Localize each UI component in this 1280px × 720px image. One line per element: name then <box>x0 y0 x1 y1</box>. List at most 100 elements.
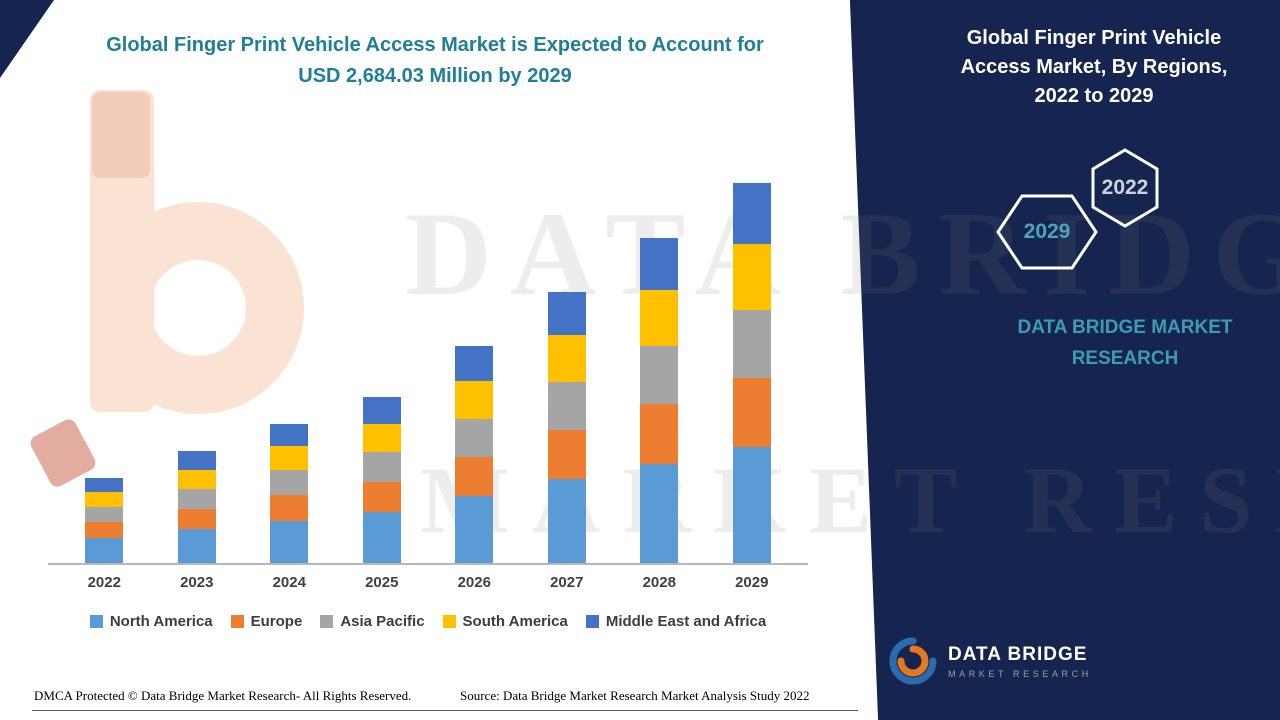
bar-stack-2022 <box>85 478 124 563</box>
legend-label: Asia Pacific <box>340 613 425 630</box>
bar-2027 <box>521 291 614 563</box>
bar-segment-south-america <box>270 446 309 471</box>
bar-segment-middle-east-and-africa <box>177 451 216 470</box>
bar-2026 <box>428 345 521 563</box>
bar-stack-2028 <box>640 238 679 563</box>
company-logo-text: DATA BRIDGE MARKET RESEARCH <box>948 644 1092 679</box>
legend-item-middle-east-and-africa: Middle East and Africa <box>585 613 767 630</box>
bar-segment-south-america <box>177 469 216 489</box>
x-axis-label-2024: 2024 <box>272 574 306 591</box>
bar-segment-south-america <box>85 492 124 508</box>
hexagon-2029-label: 2029 <box>1023 220 1071 243</box>
bar-segment-asia-pacific <box>270 470 309 496</box>
bar-segment-north-america <box>362 512 401 563</box>
bar-stack-2029 <box>732 183 771 563</box>
bar-segment-north-america <box>177 529 216 563</box>
legend-swatch-icon <box>230 615 244 628</box>
bar-segment-europe <box>547 429 586 480</box>
bar-segment-middle-east-and-africa <box>547 291 586 336</box>
chart-plot-area <box>48 183 808 565</box>
company-logo-title: DATA BRIDGE <box>948 643 1088 665</box>
chart-title-line1: Global Finger Print Vehicle Access Marke… <box>106 34 764 56</box>
bar-segment-north-america <box>547 479 586 563</box>
bar-2028 <box>613 238 706 563</box>
footer-dmca-text: DMCA Protected © Data Bridge Market Rese… <box>34 688 412 703</box>
bar-segment-europe <box>85 521 124 538</box>
bar-segment-north-america <box>270 520 309 563</box>
bar-segment-asia-pacific <box>732 309 771 378</box>
legend-label: South America <box>462 613 568 630</box>
legend-label: Europe <box>250 613 303 630</box>
x-axis-label-2029: 2029 <box>735 574 769 591</box>
bar-segment-asia-pacific <box>640 346 679 405</box>
bar-segment-south-america <box>455 381 494 419</box>
x-axis-label-2023: 2023 <box>180 574 214 591</box>
bar-segment-north-america <box>732 446 771 563</box>
bar-stack-2025 <box>362 396 401 563</box>
bar-2029 <box>706 183 799 563</box>
bar-segment-europe <box>732 377 771 447</box>
legend-swatch-icon <box>442 615 456 628</box>
bar-2022 <box>58 478 151 563</box>
x-axis-label-2027: 2027 <box>550 574 584 591</box>
legend-item-south-america: South America <box>442 613 568 630</box>
bar-2024 <box>243 423 336 563</box>
bar-stack-2026 <box>455 345 494 563</box>
company-logo: DATA BRIDGE MARKET RESEARCH <box>888 636 1092 686</box>
bar-segment-south-america <box>732 243 771 310</box>
hexagon-2022-outline-icon <box>1091 148 1159 228</box>
legend-swatch-icon <box>320 615 334 628</box>
legend-swatch-icon <box>585 615 599 628</box>
bar-segment-europe <box>362 481 401 513</box>
bar-segment-asia-pacific <box>455 418 494 457</box>
bar-segment-europe <box>455 456 494 497</box>
bar-2023 <box>151 451 244 563</box>
bar-segment-middle-east-and-africa <box>455 345 494 382</box>
legend-item-europe: Europe <box>230 613 303 630</box>
chart-legend: North America Europe Asia Pacific South Ame… <box>48 613 808 630</box>
x-axis-label-2026: 2026 <box>457 574 491 591</box>
legend-item-asia-pacific: Asia Pacific <box>320 613 425 630</box>
bar-segment-asia-pacific <box>85 507 124 522</box>
footer-divider-line <box>32 710 858 711</box>
bar-stack-2024 <box>270 423 309 563</box>
legend-label: North America <box>109 613 213 630</box>
data-bridge-logo-icon <box>889 637 937 685</box>
bar-segment-asia-pacific <box>177 488 216 509</box>
chart-title: Global Finger Print Vehicle Access Marke… <box>40 30 830 92</box>
bar-segment-asia-pacific <box>362 451 401 482</box>
bar-2025 <box>336 396 429 563</box>
bar-segment-middle-east-and-africa <box>85 478 124 493</box>
bar-segment-north-america <box>640 463 679 563</box>
x-axis-label-2022: 2022 <box>87 574 121 591</box>
hexagon-2029: 2029 <box>995 194 1099 270</box>
bar-segment-south-america <box>547 335 586 382</box>
watermark-logo-cap <box>92 92 150 178</box>
bar-segment-middle-east-and-africa <box>732 183 771 244</box>
bar-segment-middle-east-and-africa <box>640 238 679 291</box>
hexagon-2022: 2022 <box>1090 148 1160 228</box>
stacked-bar-chart: 2022 2023 2024 2025 2026 2027 2028 2029 North A… <box>48 183 808 630</box>
bar-segment-europe <box>177 508 216 530</box>
bar-segment-europe <box>270 495 309 521</box>
x-axis-labels: 2022 2023 2024 2025 2026 2027 2028 2029 <box>48 574 808 591</box>
bar-stack-2023 <box>177 451 216 563</box>
legend-item-north-america: North America <box>89 613 213 630</box>
legend-swatch-icon <box>89 615 103 628</box>
bar-segment-north-america <box>85 537 124 563</box>
hexagon-2029-outline-icon <box>996 194 1098 270</box>
bar-segment-asia-pacific <box>547 381 586 430</box>
chart-title-line2: USD 2,684.03 Million by 2029 <box>298 65 572 87</box>
x-axis-label-2028: 2028 <box>642 574 676 591</box>
bar-stack-2027 <box>547 291 586 563</box>
brand-name-text: DATA BRIDGE MARKET RESEARCH <box>1017 317 1233 370</box>
bar-segment-middle-east-and-africa <box>270 423 309 447</box>
legend-label: Middle East and Africa <box>605 613 767 630</box>
bar-segment-europe <box>640 404 679 464</box>
bar-segment-south-america <box>640 290 679 347</box>
side-panel-title: Global Finger Print Vehicle Access Marke… <box>960 27 1228 107</box>
company-logo-subtitle: MARKET RESEARCH <box>948 668 1092 679</box>
x-axis-label-2025: 2025 <box>365 574 399 591</box>
